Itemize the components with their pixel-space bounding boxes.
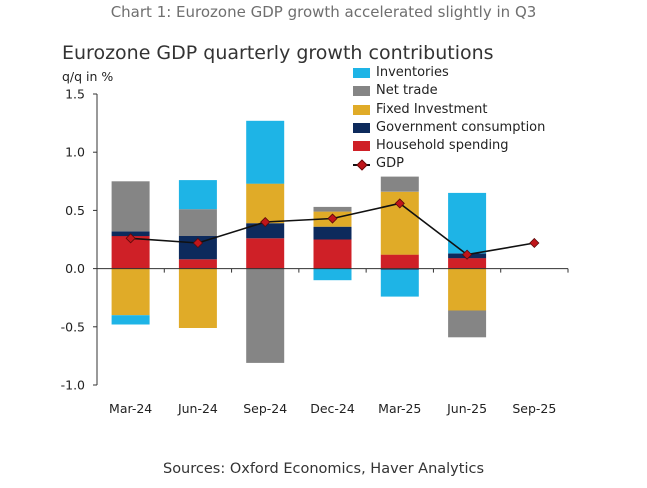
legend-label-inventories: Inventories xyxy=(376,65,449,80)
gdp-series-group xyxy=(125,198,540,260)
bar-inventories-mar-25 xyxy=(380,269,419,297)
axes-group: 1.5 1.0 0.5 0.0 -0.5 -1.0 Mar-24 Jun-24 Sep-24 De… xyxy=(61,87,569,416)
bar-household-spending-jun-24 xyxy=(178,259,217,269)
source-note: Sources: Oxford Economics, Haver Analyti… xyxy=(162,461,484,477)
y-tick-label: 1.5 xyxy=(65,87,85,102)
y-tick-label: -1.0 xyxy=(61,378,85,393)
x-tick-label: Sep-24 xyxy=(243,401,287,416)
legend-label-government-consumption: Government consumption xyxy=(376,119,546,135)
x-tick-label: Dec-24 xyxy=(310,401,355,416)
bar-government-consumption-mar-25 xyxy=(380,268,419,270)
x-tick-label: Mar-24 xyxy=(109,401,152,416)
legend-item-net-trade: Net trade xyxy=(353,82,545,100)
bars-group xyxy=(111,120,487,363)
bar-household-spending-mar-25 xyxy=(380,254,419,269)
gdp-marker-mar-24 xyxy=(125,233,136,244)
bar-government-consumption-sep-24 xyxy=(246,223,285,239)
bar-inventories-mar-24 xyxy=(111,315,150,325)
bar-net-trade-dec-24 xyxy=(313,206,352,212)
legend-item-household-spending: Household spending xyxy=(353,137,545,155)
bar-net-trade-sep-24 xyxy=(246,268,285,363)
bar-inventories-jun-24 xyxy=(178,180,217,210)
legend-swatch-gdp xyxy=(353,160,370,170)
legend-swatch-household-spending xyxy=(353,141,370,152)
legend-swatch-inventories xyxy=(353,68,370,79)
bar-net-trade-mar-25 xyxy=(380,176,419,192)
bar-net-trade-jun-24 xyxy=(178,209,217,236)
chart-title: Eurozone GDP quarterly growth contributi… xyxy=(62,42,494,64)
legend-label-fixed-investment: Fixed Investment xyxy=(376,101,488,117)
bar-inventories-jun-25 xyxy=(448,192,487,254)
legend-swatch-net-trade xyxy=(353,86,370,97)
legend-label-gdp: GDP xyxy=(376,156,404,172)
x-tick-label: Jun-24 xyxy=(177,401,218,416)
bar-fixed-investment-sep-24 xyxy=(246,183,285,224)
y-tick-label: 0.5 xyxy=(65,203,85,218)
legend-label-household-spending: Household spending xyxy=(376,138,509,154)
bar-inventories-sep-24 xyxy=(246,120,285,184)
y-axis-label: q/q in % xyxy=(62,69,114,84)
bar-fixed-investment-jun-24 xyxy=(178,268,217,328)
bar-net-trade-jun-25 xyxy=(448,310,487,338)
chart-caption: Chart 1: Eurozone GDP growth accelerated… xyxy=(110,3,537,21)
bar-fixed-investment-jun-25 xyxy=(448,268,487,311)
bar-household-spending-sep-24 xyxy=(246,238,285,269)
bar-fixed-investment-mar-24 xyxy=(111,268,150,316)
gdp-marker-sep-24 xyxy=(260,216,271,228)
bar-net-trade-mar-24 xyxy=(111,181,150,232)
x-tick-label: Sep-25 xyxy=(512,401,556,416)
legend-item-gdp: GDP xyxy=(353,155,545,173)
y-tick-label: 0.0 xyxy=(65,261,85,276)
gdp-marker-sep-25 xyxy=(529,237,540,249)
bar-inventories-dec-24 xyxy=(313,268,352,281)
bar-household-spending-dec-24 xyxy=(313,239,352,269)
legend-swatch-fixed-investment xyxy=(353,104,370,115)
bar-household-spending-jun-25 xyxy=(448,258,487,269)
legend-item-government-consumption: Government consumption xyxy=(353,119,545,137)
bar-government-consumption-dec-24 xyxy=(313,226,352,240)
gdp-marker-mar-25 xyxy=(394,198,405,209)
gdp-marker-dec-24 xyxy=(327,213,338,224)
y-tick-label: 1.0 xyxy=(65,145,85,160)
legend-swatch-government-consumption xyxy=(353,123,370,134)
legend-label-net-trade: Net trade xyxy=(376,83,438,99)
x-tick-label: Jun-25 xyxy=(446,401,487,416)
y-tick-label: -0.5 xyxy=(61,319,85,334)
gdp-marker-jun-25 xyxy=(462,249,473,260)
legend: Inventories Net trade Fixed Investment G… xyxy=(353,64,545,174)
x-tick-label: Mar-25 xyxy=(378,401,421,416)
legend-item-fixed-investment: Fixed Investment xyxy=(353,101,545,119)
legend-item-inventories: Inventories xyxy=(353,64,545,82)
gdp-marker-jun-24 xyxy=(192,237,203,249)
